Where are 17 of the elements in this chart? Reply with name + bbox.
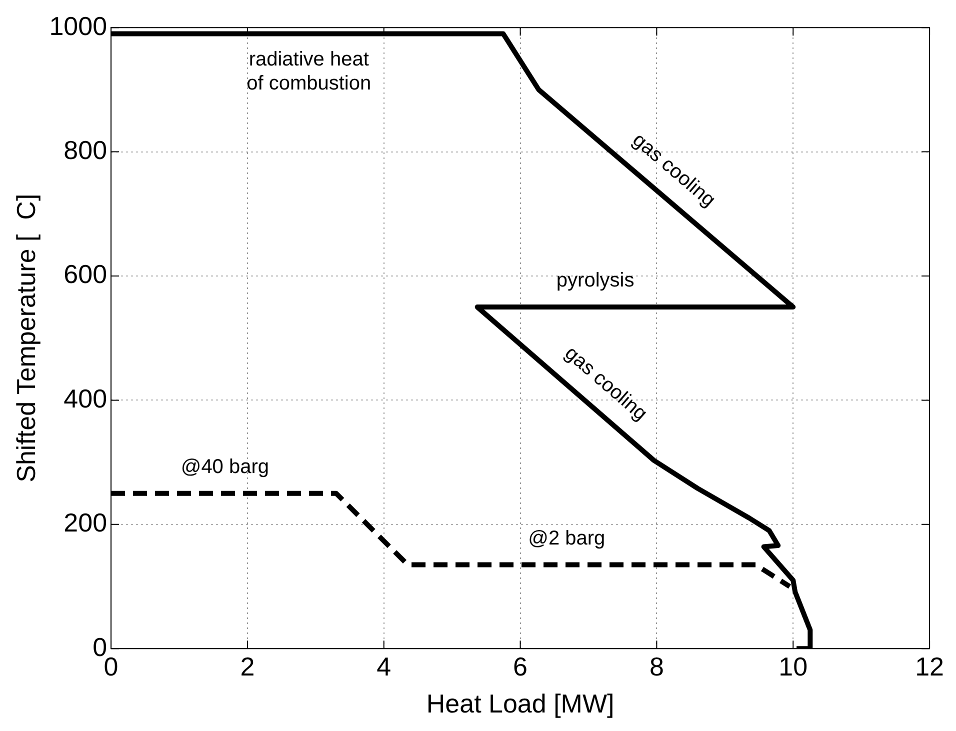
y-tick-label: 1000 [49,10,108,41]
x-axis-title: Heat Load [MW] [426,688,614,719]
annotation: @2 barg [528,527,606,550]
x-tick-label: 8 [649,651,664,682]
y-tick-label: 800 [64,134,108,165]
y-axis-title: Shifted Temperature [ C] [10,194,41,482]
annotation: radiative heat of combustion [246,48,372,94]
x-tick-label: 12 [915,651,944,682]
y-tick-label: 400 [64,383,108,414]
annotation: @40 barg [180,456,270,478]
y-tick-label: 600 [64,259,108,290]
x-tick-label: 2 [240,651,255,682]
x-tick-label: 4 [376,651,392,682]
x-tick-label: 10 [778,651,808,682]
x-tick-label: 6 [513,651,528,682]
y-tick-label: 200 [64,508,108,538]
annotation: pyrolysis [556,270,634,292]
